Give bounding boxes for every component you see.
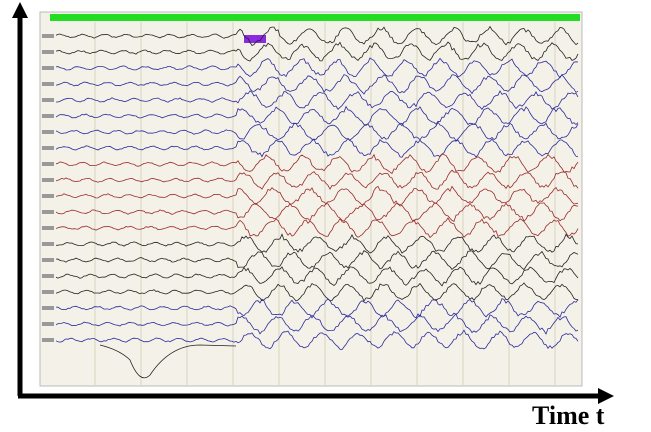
axis-label: Time t [532,401,605,430]
y-arrowhead [12,2,28,18]
channel-label [42,114,54,118]
channel-label [42,290,54,294]
channel-label [42,178,54,182]
channel-label [42,258,54,262]
channel-label [42,82,54,86]
channel-label [42,34,54,38]
channel-label [42,242,54,246]
channel-label [42,194,54,198]
channel-label [42,226,54,230]
channel-label [42,306,54,310]
channel-label [42,130,54,134]
eeg-figure: Time t [0,0,651,432]
channel-label [42,322,54,326]
status-bar [50,14,580,21]
channel-label [42,50,54,54]
channel-label [42,210,54,214]
channel-label [42,274,54,278]
channel-label [42,338,54,342]
channel-label [42,98,54,102]
channel-label [42,66,54,70]
page: Time t (() => { const data = JSON.parse(… [0,0,651,432]
channel-label [42,146,54,150]
channel-label [42,162,54,166]
